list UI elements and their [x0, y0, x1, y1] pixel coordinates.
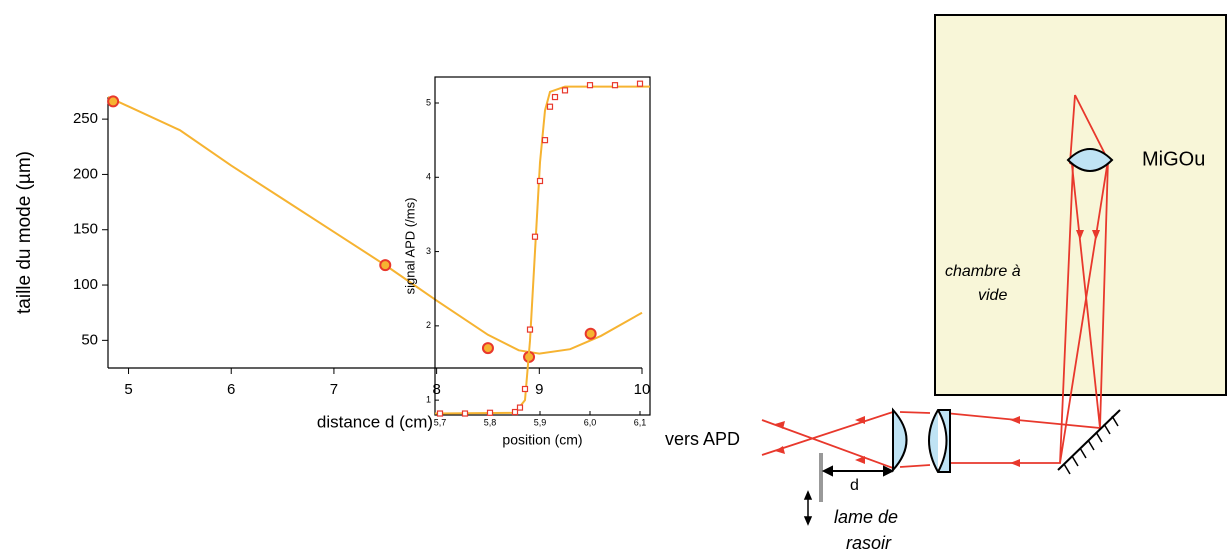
x-tick-label: 5,7	[434, 417, 447, 427]
y-tick-label: 200	[73, 165, 98, 182]
plot-frame	[434, 76, 651, 416]
data-point	[481, 342, 494, 355]
y-tick-label: 5	[426, 97, 431, 107]
ray-arrows	[775, 230, 1100, 467]
x-tick-label: 5,8	[484, 417, 497, 427]
y-tick-label: 2	[426, 320, 431, 330]
distance-arrow	[821, 465, 895, 477]
mirror	[1057, 409, 1121, 475]
y-tick-label: 4	[426, 172, 431, 182]
x-tick-label: 6,1	[634, 417, 647, 427]
x-tick-label: 8	[432, 381, 440, 398]
data-point	[461, 410, 469, 417]
blade-label: rasoir	[846, 533, 892, 553]
data-point	[526, 326, 534, 333]
blade-label: lame de	[834, 507, 898, 527]
laser-rays	[761, 94, 1109, 469]
data-point	[611, 82, 619, 89]
data-point	[511, 408, 519, 416]
y-tick-label: 50	[81, 331, 98, 348]
chamber-label: vide	[978, 287, 1007, 304]
y-tick-label: 150	[73, 221, 98, 238]
x-tick-label: 5	[124, 381, 132, 398]
data-point	[636, 80, 644, 87]
lens	[928, 409, 951, 473]
y-axis-label: signal APD (/ms)	[402, 198, 417, 295]
x-tick-label: 6,0	[584, 417, 597, 427]
data-point	[486, 409, 494, 416]
fit-curve	[434, 85, 650, 415]
instrument-label: MiGOu	[1142, 148, 1205, 170]
data-point	[561, 87, 569, 94]
data-point	[541, 137, 549, 144]
data-point	[546, 103, 554, 110]
optical-setup: MiGOu chambre à vide vers APD d lame de …	[665, 14, 1227, 553]
y-tick-label: 3	[426, 246, 431, 256]
move-arrow	[803, 490, 813, 526]
lens	[1066, 148, 1114, 172]
data-point	[436, 410, 444, 417]
fit-curve	[107, 96, 643, 355]
distance-label: d	[850, 477, 859, 494]
y-tick-label: 100	[73, 276, 98, 293]
data-point	[531, 233, 539, 240]
data-point	[586, 82, 594, 89]
data-point	[107, 95, 120, 108]
x-tick-label: 5,9	[534, 417, 547, 427]
x-tick-label: 7	[330, 381, 338, 398]
y-axis-label: taille du mode (µm)	[14, 151, 35, 314]
chamber-label: chambre à	[945, 263, 1021, 280]
data-point	[379, 259, 392, 272]
x-axis-label: distance d (cm)	[317, 412, 433, 431]
data-point	[516, 404, 524, 411]
lens	[892, 407, 908, 473]
data-point	[521, 385, 529, 393]
data-point	[536, 177, 544, 185]
x-tick-label: 10	[634, 381, 651, 398]
y-tick-label: 250	[73, 110, 98, 127]
data-point	[551, 93, 559, 101]
x-tick-label: 9	[535, 381, 543, 398]
output-label: vers APD	[665, 429, 740, 449]
y-tick-label: 1	[426, 395, 431, 405]
x-axis-label: position (cm)	[502, 432, 582, 448]
data-point	[584, 327, 597, 340]
x-tick-label: 6	[227, 381, 235, 398]
